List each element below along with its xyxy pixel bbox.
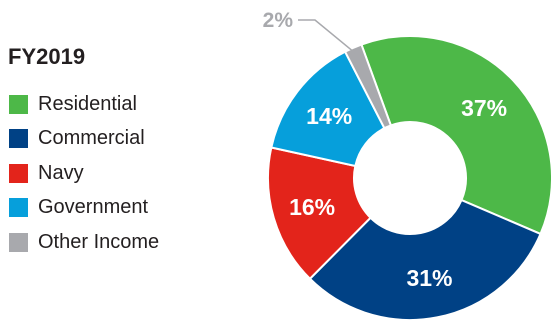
slice-residential [360,34,551,236]
slice-label-residential: 37% [461,95,507,121]
slice-commercial [308,198,542,321]
legend-item-commercial: Commercial [9,127,159,151]
donut-slices [267,34,551,321]
slice-label-other-income: 2% [263,9,294,32]
slice-labels: 37% 31% 16% 14% 2% [263,9,507,291]
legend-swatch-government [9,198,28,217]
legend-item-government: Government [9,196,159,220]
legend-label-commercial: Commercial [38,127,145,149]
callout-line-other-income [298,19,357,54]
chart-title: FY2019 [8,44,86,69]
legend-swatch-commercial [9,129,28,148]
slice-label-navy: 16% [289,194,335,220]
slice-label-government: 14% [306,103,352,129]
legend-swatch-other-income [9,232,28,252]
legend-label-other-income: Other Income [38,230,160,253]
legend-label-navy: Navy [38,161,84,184]
legend-item-residential: Residential [9,92,159,116]
legend-item-navy: Navy [9,161,159,185]
legend-swatch-navy [9,163,28,183]
slice-label-commercial: 31% [406,265,452,291]
legend-item-other-income: Other Income [9,230,159,254]
slice-government [270,50,386,168]
legend: Residential Commercial Navy Government O… [9,92,159,265]
legend-swatch-residential [9,94,28,114]
legend-label-government: Government [38,196,149,218]
legend-label-residential: Residential [38,92,137,115]
slice-navy [267,146,372,281]
